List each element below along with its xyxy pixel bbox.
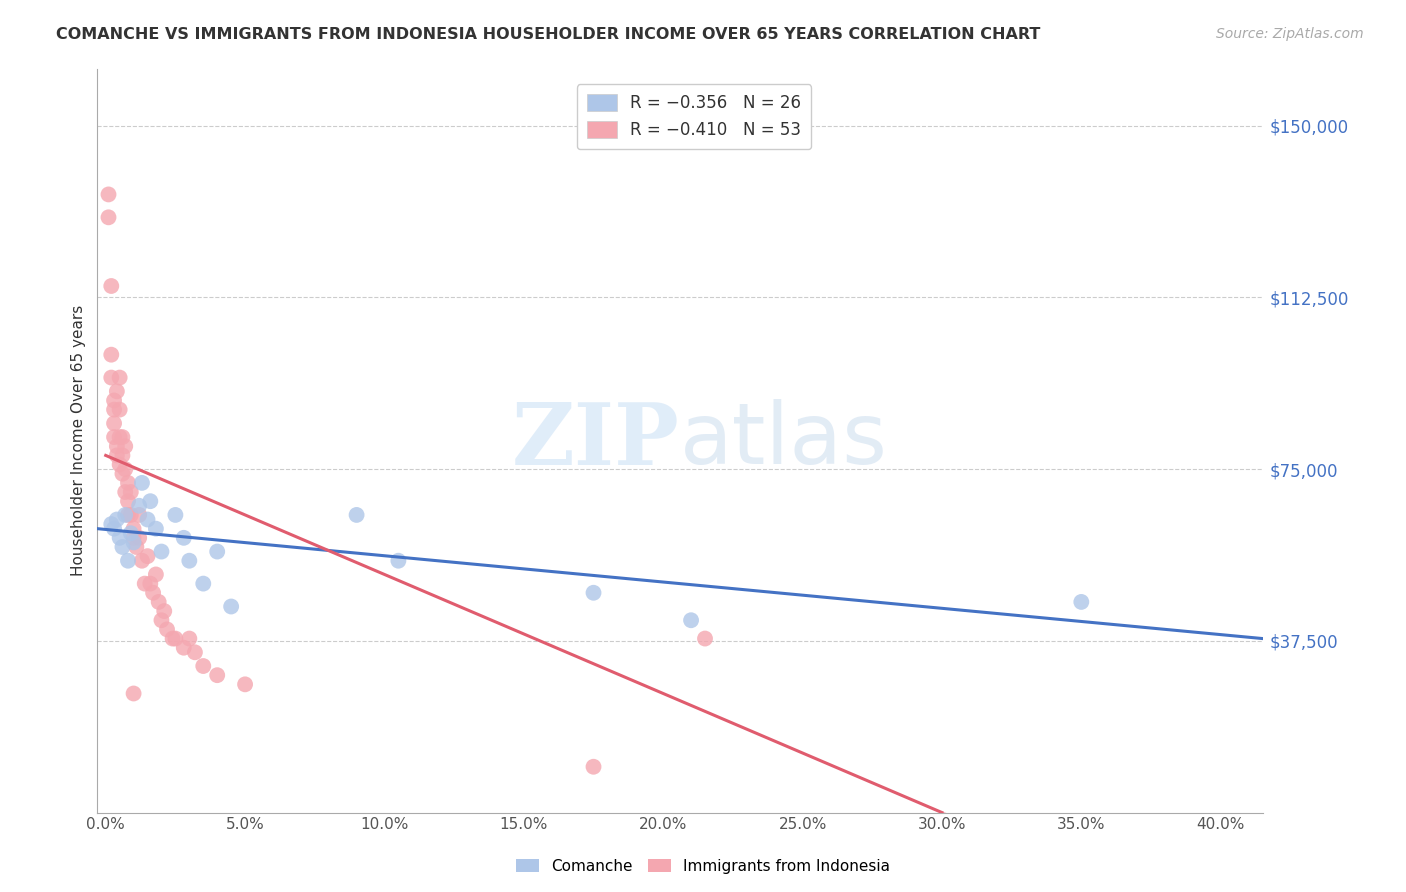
- Text: ZIP: ZIP: [512, 399, 681, 483]
- Point: [153, 604, 176, 618]
- Point: [128, 508, 150, 522]
- Point: [145, 567, 167, 582]
- Point: [148, 595, 170, 609]
- Point: [131, 554, 153, 568]
- Point: [105, 384, 128, 399]
- Point: [117, 494, 139, 508]
- Point: [97, 187, 120, 202]
- Point: [128, 499, 150, 513]
- Point: [179, 632, 201, 646]
- Point: [111, 540, 134, 554]
- Point: [173, 531, 195, 545]
- Point: [142, 586, 165, 600]
- Point: [1070, 595, 1092, 609]
- Point: [114, 508, 136, 522]
- Point: [150, 613, 173, 627]
- Point: [173, 640, 195, 655]
- Point: [103, 402, 125, 417]
- Point: [108, 430, 131, 444]
- Point: [162, 632, 184, 646]
- Point: [103, 417, 125, 431]
- Point: [122, 535, 145, 549]
- Point: [156, 623, 179, 637]
- Point: [136, 549, 159, 563]
- Point: [128, 531, 150, 545]
- Point: [117, 554, 139, 568]
- Point: [105, 512, 128, 526]
- Text: COMANCHE VS IMMIGRANTS FROM INDONESIA HOUSEHOLDER INCOME OVER 65 YEARS CORRELATI: COMANCHE VS IMMIGRANTS FROM INDONESIA HO…: [56, 27, 1040, 42]
- Point: [117, 475, 139, 490]
- Point: [120, 508, 142, 522]
- Text: atlas: atlas: [681, 399, 889, 482]
- Point: [100, 517, 122, 532]
- Point: [103, 430, 125, 444]
- Point: [179, 554, 201, 568]
- Text: Source: ZipAtlas.com: Source: ZipAtlas.com: [1216, 27, 1364, 41]
- Y-axis label: Householder Income Over 65 years: Householder Income Over 65 years: [72, 305, 86, 576]
- Point: [205, 668, 228, 682]
- Point: [108, 531, 131, 545]
- Point: [139, 576, 162, 591]
- Point: [111, 430, 134, 444]
- Point: [105, 439, 128, 453]
- Point: [205, 544, 228, 558]
- Legend: R = −0.356   N = 26, R = −0.410   N = 53: R = −0.356 N = 26, R = −0.410 N = 53: [576, 84, 811, 149]
- Point: [111, 449, 134, 463]
- Point: [122, 522, 145, 536]
- Point: [100, 279, 122, 293]
- Point: [105, 449, 128, 463]
- Point: [582, 586, 605, 600]
- Point: [387, 554, 409, 568]
- Point: [100, 348, 122, 362]
- Point: [136, 512, 159, 526]
- Point: [131, 475, 153, 490]
- Point: [681, 613, 703, 627]
- Point: [134, 576, 156, 591]
- Point: [139, 494, 162, 508]
- Point: [114, 439, 136, 453]
- Point: [120, 485, 142, 500]
- Point: [120, 526, 142, 541]
- Point: [117, 508, 139, 522]
- Point: [114, 485, 136, 500]
- Point: [108, 370, 131, 384]
- Point: [122, 686, 145, 700]
- Point: [693, 632, 716, 646]
- Point: [114, 462, 136, 476]
- Point: [145, 522, 167, 536]
- Point: [233, 677, 256, 691]
- Point: [150, 544, 173, 558]
- Point: [184, 645, 207, 659]
- Point: [103, 393, 125, 408]
- Point: [165, 632, 187, 646]
- Point: [97, 211, 120, 225]
- Point: [193, 659, 215, 673]
- Point: [108, 402, 131, 417]
- Point: [111, 467, 134, 481]
- Point: [219, 599, 242, 614]
- Legend: Comanche, Immigrants from Indonesia: Comanche, Immigrants from Indonesia: [510, 853, 896, 880]
- Point: [103, 522, 125, 536]
- Point: [108, 458, 131, 472]
- Point: [100, 370, 122, 384]
- Point: [582, 760, 605, 774]
- Point: [193, 576, 215, 591]
- Point: [125, 540, 148, 554]
- Point: [165, 508, 187, 522]
- Point: [122, 531, 145, 545]
- Point: [346, 508, 368, 522]
